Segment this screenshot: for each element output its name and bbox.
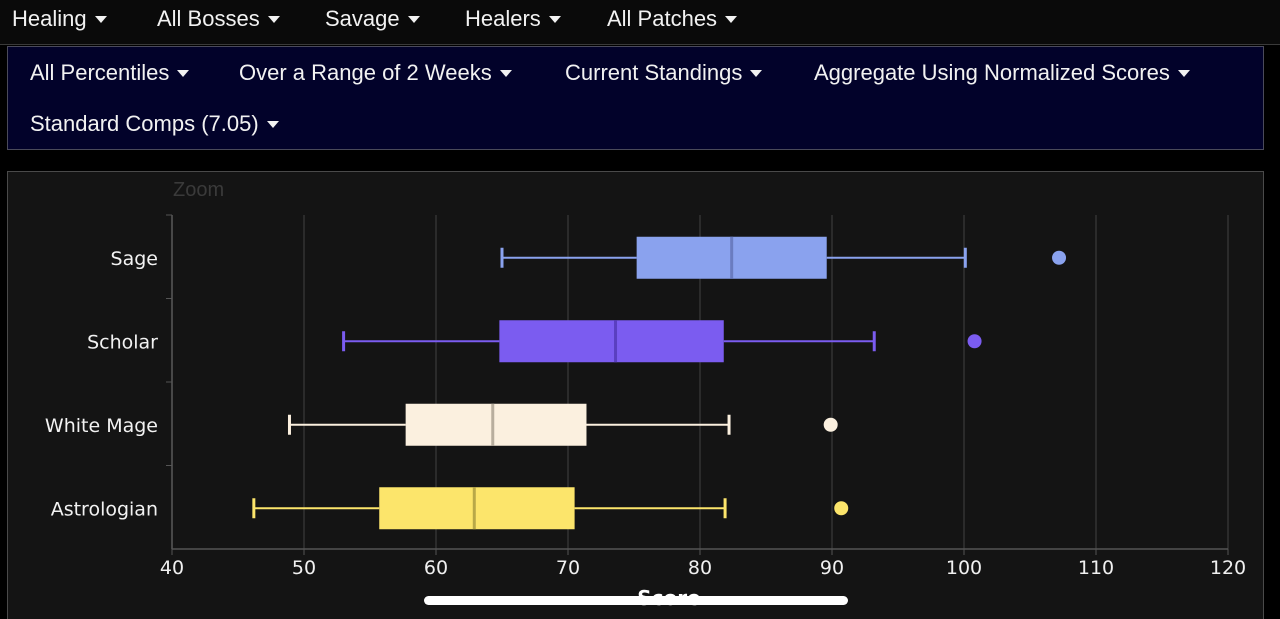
aggregate-dropdown[interactable]: Aggregate Using Normalized Scores: [814, 60, 1190, 86]
bosses-dropdown[interactable]: All Bosses: [157, 6, 280, 32]
box-white-mage: [405, 403, 587, 446]
chevron-down-icon: [267, 15, 280, 23]
y-label-astrologian: Astrologian: [51, 498, 158, 520]
chevron-down-icon: [94, 15, 107, 23]
chevron-down-icon: [725, 15, 738, 23]
chevron-down-icon: [266, 120, 279, 128]
chevron-down-icon: [177, 69, 190, 77]
percentiles-dropdown[interactable]: All Percentiles: [30, 60, 190, 86]
y-label-scholar: Scholar: [87, 331, 158, 353]
chart-panel: [7, 171, 1264, 619]
x-tick-label-80: 80: [688, 557, 712, 579]
role-dropdown-label: Healers: [465, 6, 541, 31]
standings-dropdown[interactable]: Current Standings: [565, 60, 763, 86]
chevron-down-icon: [407, 15, 420, 23]
x-tick-label-90: 90: [820, 557, 844, 579]
outlier-astrologian-0: [834, 501, 849, 516]
chevron-down-icon: [1177, 69, 1190, 77]
comps-dropdown-label: Standard Comps (7.05): [30, 111, 259, 136]
range-dropdown[interactable]: Over a Range of 2 Weeks: [239, 60, 512, 86]
chevron-down-icon: [548, 15, 561, 23]
x-tick-label-40: 40: [160, 557, 184, 579]
y-label-white-mage: White Mage: [45, 415, 158, 437]
x-tick-label-70: 70: [556, 557, 580, 579]
aggregate-dropdown-label: Aggregate Using Normalized Scores: [814, 60, 1170, 85]
x-tick-label-110: 110: [1078, 557, 1114, 579]
outlier-sage-0: [1052, 250, 1067, 265]
percentiles-dropdown-label: All Percentiles: [30, 60, 170, 85]
difficulty-dropdown[interactable]: Savage: [325, 6, 420, 32]
range-dropdown-label: Over a Range of 2 Weeks: [239, 60, 492, 85]
x-tick-label-120: 120: [1210, 557, 1246, 579]
standings-dropdown-label: Current Standings: [565, 60, 743, 85]
zoom-label[interactable]: Zoom: [173, 179, 225, 201]
healing-dropdown-label: Healing: [12, 6, 87, 31]
secondary-filter-bar: All Percentiles Over a Range of 2 Weeks …: [7, 46, 1264, 150]
role-dropdown[interactable]: Healers: [465, 6, 561, 32]
chevron-down-icon: [750, 69, 763, 77]
y-label-sage: Sage: [111, 248, 158, 270]
outlier-white-mage-0: [823, 417, 838, 432]
horizontal-scrollbar[interactable]: [424, 596, 848, 605]
chevron-down-icon: [499, 69, 512, 77]
healing-dropdown[interactable]: Healing: [12, 6, 107, 32]
outlier-scholar-0: [967, 334, 982, 349]
x-tick-label-60: 60: [424, 557, 448, 579]
patches-dropdown-label: All Patches: [607, 6, 718, 31]
box-astrologian: [379, 487, 575, 530]
top-filter-bar: Healing All Bosses Savage Healers All Pa…: [0, 0, 1280, 45]
x-tick-label-100: 100: [946, 557, 982, 579]
difficulty-dropdown-label: Savage: [325, 6, 400, 31]
box-scholar: [499, 320, 724, 363]
bosses-dropdown-label: All Bosses: [157, 6, 260, 31]
patches-dropdown[interactable]: All Patches: [607, 6, 738, 32]
x-tick-label-50: 50: [292, 557, 316, 579]
comps-dropdown[interactable]: Standard Comps (7.05): [30, 111, 279, 137]
